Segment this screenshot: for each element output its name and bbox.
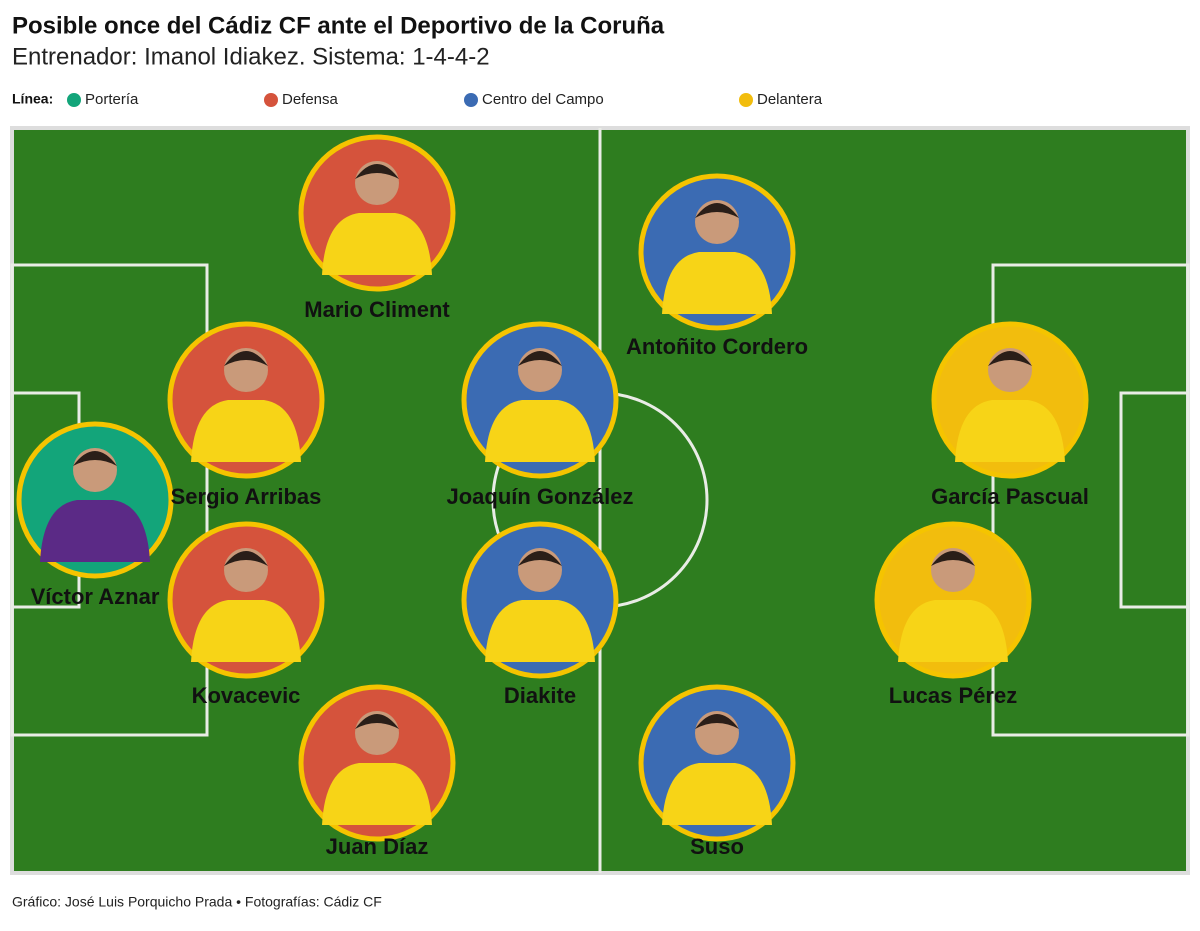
legend-dot	[67, 93, 81, 107]
player-name: Diakite	[504, 683, 576, 708]
player-hair	[73, 451, 117, 466]
legend-label: Línea:	[12, 91, 53, 107]
title: Posible once del Cádiz CF ante el Deport…	[12, 12, 665, 39]
player-hair	[518, 351, 562, 366]
player-shirt	[322, 763, 432, 825]
legend-item: Delantera	[757, 91, 823, 108]
player-shirt	[955, 400, 1065, 462]
player-shirt	[662, 252, 772, 314]
player-hair	[518, 551, 562, 566]
player-name: Víctor Aznar	[31, 584, 160, 609]
player-shirt	[322, 213, 432, 275]
legend-item: Defensa	[282, 91, 339, 108]
player-name: Suso	[690, 834, 744, 859]
legend-dot	[739, 93, 753, 107]
legend-dot	[264, 93, 278, 107]
player-shirt	[40, 500, 150, 562]
legend-item: Centro del Campo	[482, 91, 604, 108]
player-shirt	[191, 600, 301, 662]
player-hair	[355, 714, 399, 729]
player-hair	[224, 551, 268, 566]
player-shirt	[662, 763, 772, 825]
legend-dot	[464, 93, 478, 107]
player-name: Sergio Arribas	[171, 484, 322, 509]
player-name: Mario Climent	[304, 297, 450, 322]
player-name: Joaquín González	[446, 484, 633, 509]
pitch	[10, 126, 1190, 875]
player-hair	[224, 351, 268, 366]
player-name: Juan Díaz	[326, 834, 429, 859]
player-hair	[695, 714, 739, 729]
player-shirt	[485, 600, 595, 662]
player-name: García Pascual	[931, 484, 1089, 509]
player-shirt	[191, 400, 301, 462]
player-shirt	[898, 600, 1008, 662]
player-hair	[988, 351, 1032, 366]
player-name: Kovacevic	[192, 683, 301, 708]
player-hair	[931, 551, 975, 566]
subtitle: Entrenador: Imanol Idiakez. Sistema: 1-4…	[12, 43, 490, 70]
player-name: Antoñito Cordero	[626, 334, 808, 359]
legend-item: Portería	[85, 91, 139, 108]
player-hair	[355, 164, 399, 179]
player-shirt	[485, 400, 595, 462]
footer: Gráfico: José Luis Porquicho Prada • Fot…	[12, 894, 382, 910]
player-name: Lucas Pérez	[889, 683, 1017, 708]
player-hair	[695, 203, 739, 218]
